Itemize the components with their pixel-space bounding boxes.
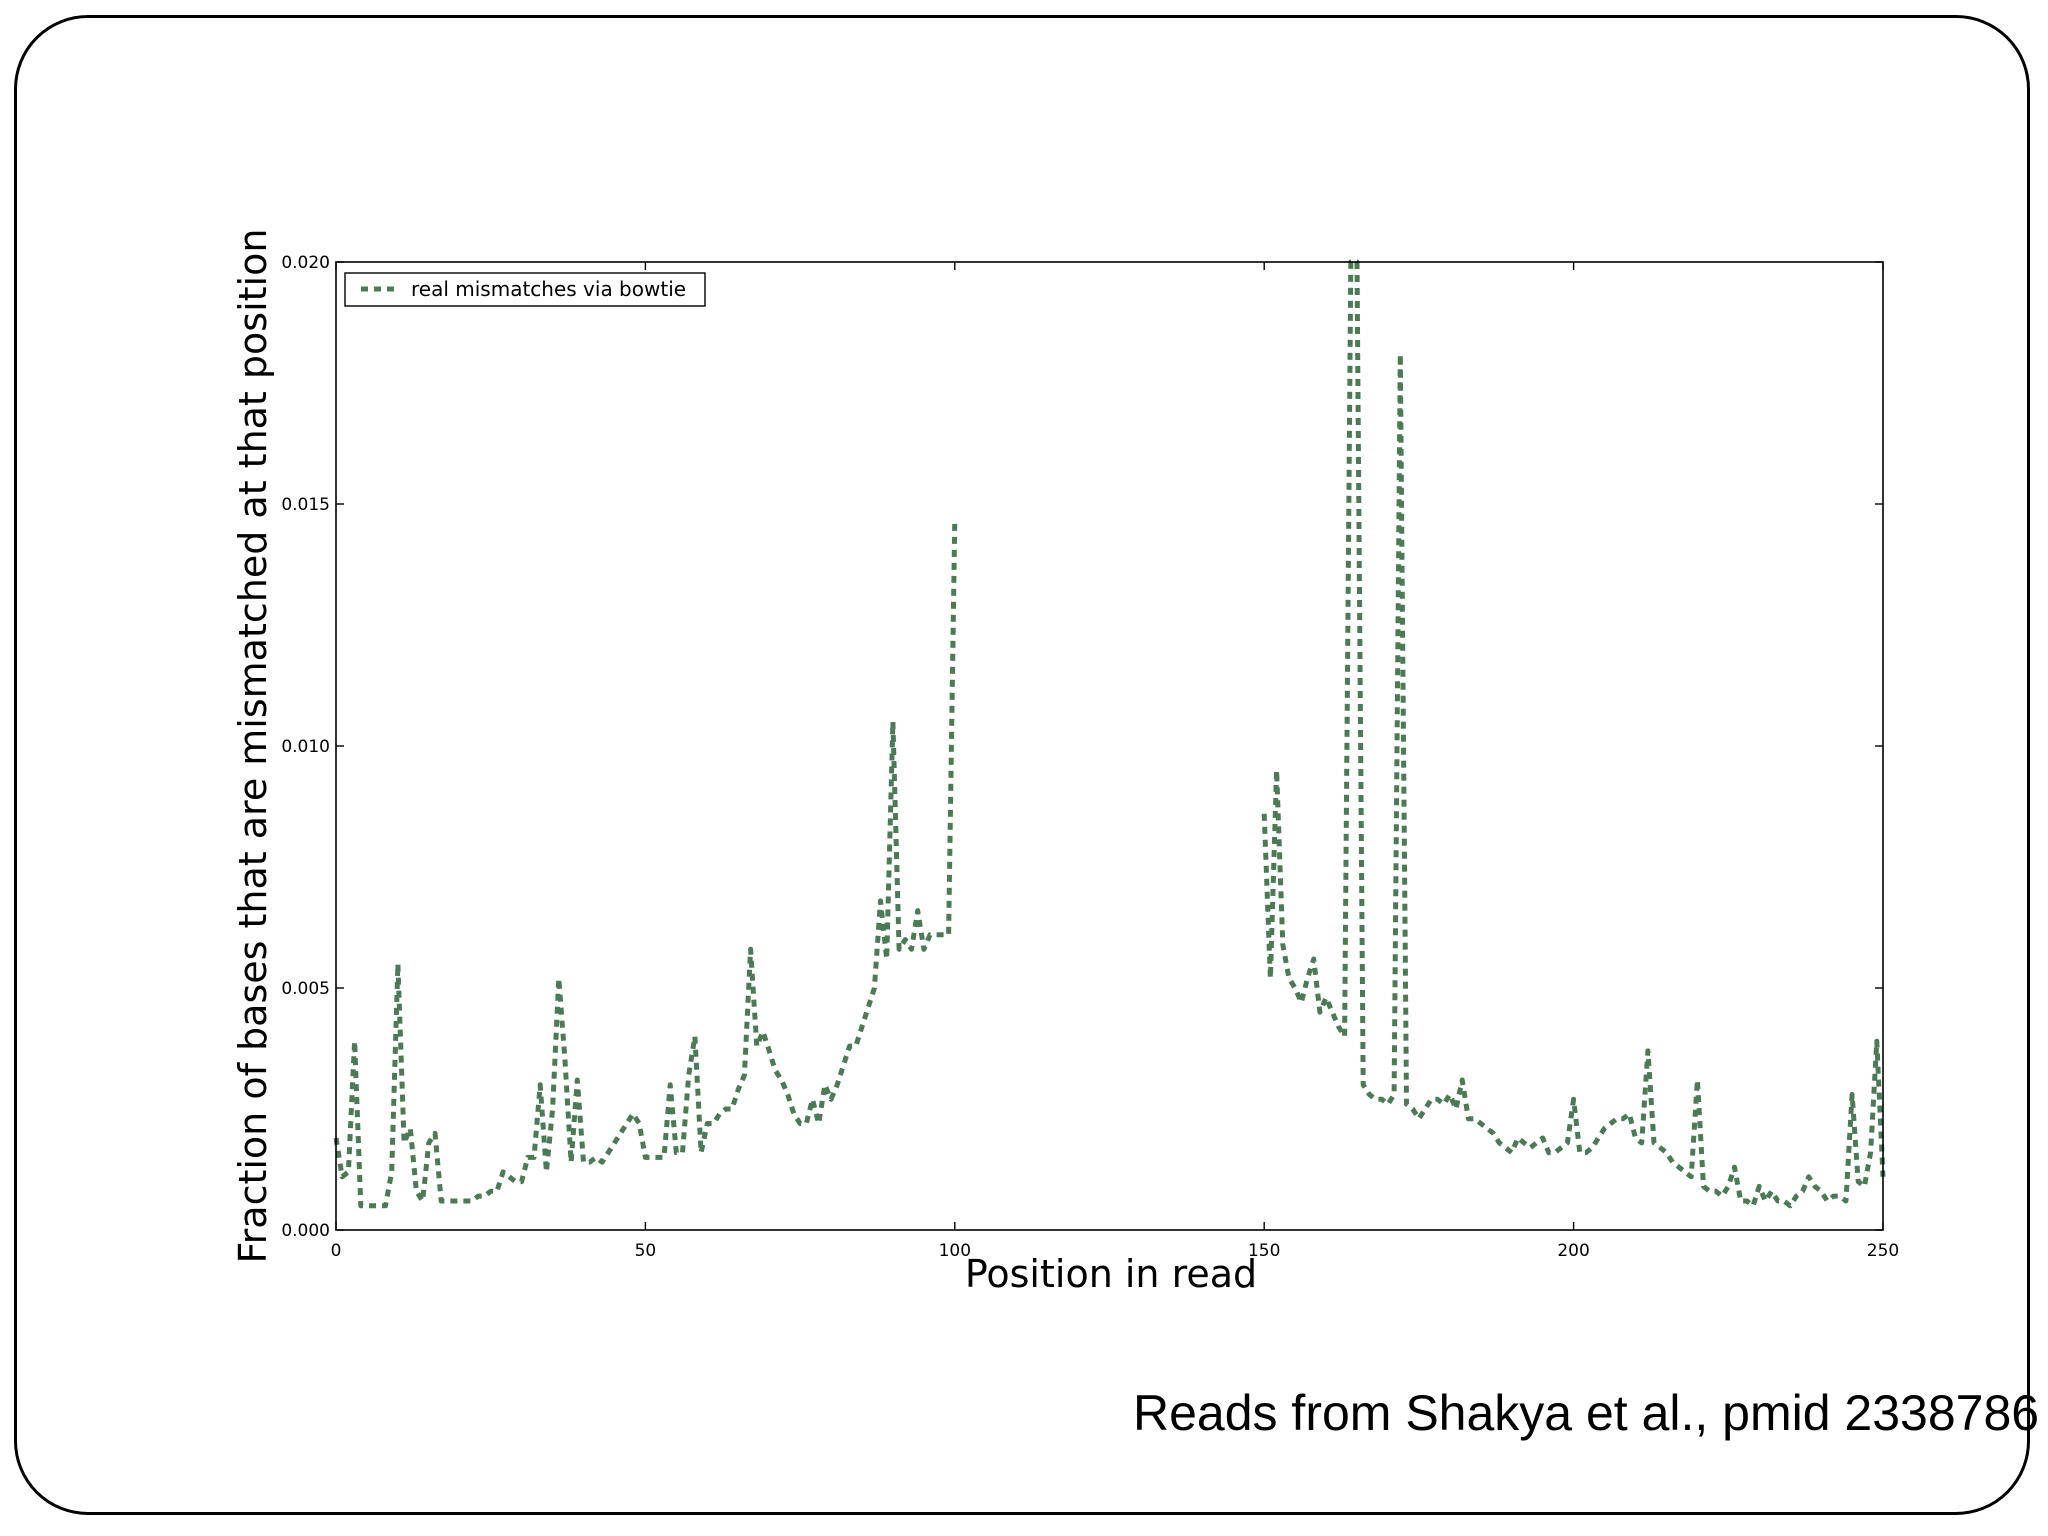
y-tick-label: 0.020	[281, 253, 330, 273]
series-line-segment	[333, 518, 958, 1209]
plot-layer	[333, 259, 1886, 1209]
y-tick-label: 0.010	[281, 737, 330, 757]
y-tick-label: 0.015	[281, 495, 330, 515]
y-tick-label: 0.000	[281, 1221, 330, 1241]
slide-frame	[14, 15, 2030, 1515]
ticks-layer: 0 50 100 150 200 250 0.000 0.005 0.010 0.015 0.020	[281, 253, 1899, 1261]
x-tick-label: 0	[331, 1241, 342, 1261]
x-tick-label: 50	[635, 1241, 657, 1261]
legend: real mismatches via bowtie	[344, 272, 706, 307]
x-axis-title: Position in read	[965, 1252, 1257, 1296]
series-line-segment	[1261, 259, 1886, 1209]
x-tick-label: 150	[1248, 1241, 1280, 1261]
x-tick-label: 250	[1867, 1241, 1899, 1261]
legend-label: real mismatches via bowtie	[411, 277, 686, 301]
plot-frame	[335, 261, 1884, 1231]
source-credit: Reads from Shakya et al., pmid 2338786	[1133, 1385, 2040, 1441]
y-tick-label: 0.005	[281, 979, 330, 999]
x-tick-label: 100	[939, 1241, 971, 1261]
legend-box	[344, 272, 706, 307]
x-tick-label: 200	[1557, 1241, 1589, 1261]
y-axis-title: Fraction of bases that are mismatched at…	[231, 229, 275, 1264]
